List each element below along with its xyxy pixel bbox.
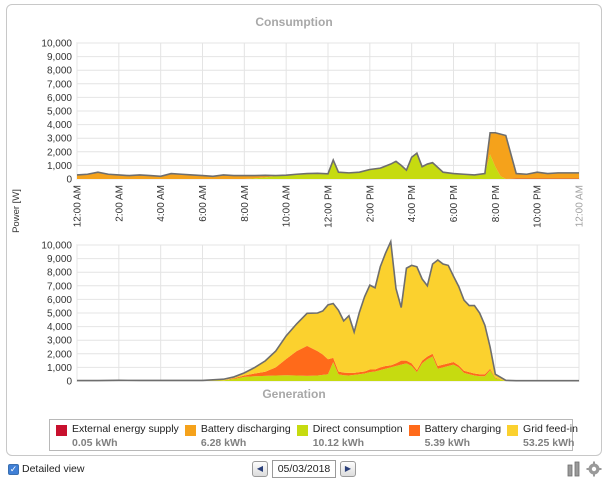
- legend-value: 0.05 kWh: [72, 437, 118, 449]
- legend-name: External energy supply: [72, 423, 179, 435]
- x-tick-label: 8:00 AM: [240, 185, 251, 222]
- chevron-left-icon: ◀: [256, 464, 264, 473]
- x-tick-label: 10:00 AM: [282, 185, 293, 227]
- consumption-y-tick-label: 5,000: [47, 107, 72, 118]
- x-axis: 12:00 AM 2:00 AM 4:00 AM 6:00 AM 8:00 AM 10:0…: [73, 185, 586, 228]
- x-tick-label: 4:00 PM: [407, 185, 418, 222]
- bottom-toolbar: ✓ Detailed view ◀ 05/03/2018 ▶: [0, 458, 608, 486]
- generation-y-tick-label: 10,000: [41, 241, 72, 252]
- legend: External energy supply 0.05 kWh Battery …: [49, 419, 578, 451]
- legend-value: 5.39 kWh: [424, 437, 471, 449]
- generation-chart: 0 1,000 2,000 3,000 4,000 5,000 6,000 7,000 8,00…: [41, 238, 580, 388]
- detailed-view-checkbox[interactable]: ✓: [8, 463, 19, 475]
- legend-swatch-grid-feed-in: [507, 425, 519, 436]
- legend-name: Battery discharging: [200, 423, 291, 435]
- legend-item-direct-consumption[interactable]: Direct consumption 10.12 kWh: [291, 420, 403, 450]
- consumption-y-tick-label: 9,000: [47, 52, 72, 63]
- consumption-y-tick-label: 0: [66, 175, 72, 186]
- legend-swatch-battery-discharging: [184, 425, 196, 436]
- generation-y-tick-label: 9,000: [47, 254, 72, 265]
- legend-value: 6.28 kWh: [200, 437, 247, 449]
- legend-name: Grid feed-in: [523, 423, 578, 435]
- x-tick-label: 2:00 AM: [114, 185, 125, 222]
- x-tick-label: 2:00 PM: [365, 185, 376, 222]
- legend-swatch-battery-charging: [408, 425, 420, 436]
- legend-value: 10.12 kWh: [312, 437, 365, 449]
- y-axis-label: Power [W]: [11, 189, 22, 233]
- detailed-view-toggle[interactable]: ✓ Detailed view: [8, 463, 84, 475]
- chart-frame: Consumption Generation Power [W] 0 1,000 2…: [6, 4, 602, 456]
- x-tick-label: 4:00 AM: [156, 185, 167, 222]
- detailed-view-label: Detailed view: [22, 463, 85, 475]
- x-tick-label: 6:00 AM: [198, 185, 209, 222]
- generation-area-battery-charging: [77, 345, 579, 381]
- generation-total-outline: [77, 238, 579, 382]
- settings-gear-icon[interactable]: [586, 460, 602, 478]
- consumption-y-tick-label: 8,000: [47, 66, 72, 77]
- generation-title: Generation: [262, 387, 325, 401]
- legend-item-battery-charging[interactable]: Battery charging 5.39 kWh: [403, 420, 501, 450]
- generation-y-tick-label: 0: [66, 377, 72, 388]
- generation-y-tick-label: 7,000: [47, 281, 72, 292]
- consumption-y-tick-label: 4,000: [47, 120, 72, 131]
- consumption-chart: 0 1,000 2,000 3,000 4,000 5,000 6,000 7,000 8,00…: [41, 39, 580, 186]
- generation-area-direct-consumption: [77, 356, 579, 381]
- next-day-button[interactable]: ▶: [340, 461, 356, 477]
- consumption-y-tick-label: 6,000: [47, 93, 72, 104]
- consumption-title: Consumption: [255, 15, 332, 29]
- generation-y-tick-label: 6,000: [47, 295, 72, 306]
- chart-svg: Consumption Generation Power [W] 0 1,000 2…: [11, 15, 586, 401]
- previous-day-button[interactable]: ◀: [252, 461, 268, 477]
- data-table-icon[interactable]: [566, 460, 582, 478]
- consumption-y-tick-label: 7,000: [47, 79, 72, 90]
- legend-name: Direct consumption: [312, 423, 403, 435]
- x-tick-label: 10:00 PM: [533, 185, 544, 228]
- legend-swatch-external: [56, 425, 67, 436]
- generation-y-tick-label: 3,000: [47, 336, 72, 347]
- x-tick-label: 12:00 PM: [324, 185, 335, 228]
- legend-value: 53.25 kWh: [523, 437, 575, 449]
- consumption-total-outline: [76, 131, 579, 178]
- generation-y-tick-label: 2,000: [47, 349, 72, 360]
- consumption-y-tick-label: 1,000: [47, 161, 72, 172]
- generation-y-tick-label: 5,000: [47, 309, 72, 320]
- date-input[interactable]: 05/03/2018: [272, 460, 336, 478]
- legend-swatch-direct-consumption: [296, 425, 308, 436]
- consumption-y-tick-label: 2,000: [47, 147, 72, 158]
- x-tick-label: 8:00 PM: [491, 185, 502, 222]
- generation-y-tick-label: 4,000: [47, 322, 72, 333]
- x-tick-label: 12:00 AM: [73, 185, 84, 227]
- generation-y-tick-label: 8,000: [47, 268, 72, 279]
- x-tick-label: 12:00 AM: [575, 185, 586, 227]
- consumption-y-tick-label: 10,000: [41, 39, 72, 50]
- consumption-y-tick-label: 3,000: [47, 134, 72, 145]
- legend-name: Battery charging: [424, 423, 502, 435]
- legend-item-external[interactable]: External energy supply 0.05 kWh: [50, 420, 179, 450]
- x-tick-label: 6:00 PM: [449, 185, 460, 222]
- generation-y-tick-label: 1,000: [47, 363, 72, 374]
- legend-item-battery-discharging[interactable]: Battery discharging 6.28 kWh: [179, 420, 291, 450]
- legend-item-grid-feed-in[interactable]: Grid feed-in 53.25 kWh: [501, 420, 578, 450]
- chevron-right-icon: ▶: [344, 464, 352, 473]
